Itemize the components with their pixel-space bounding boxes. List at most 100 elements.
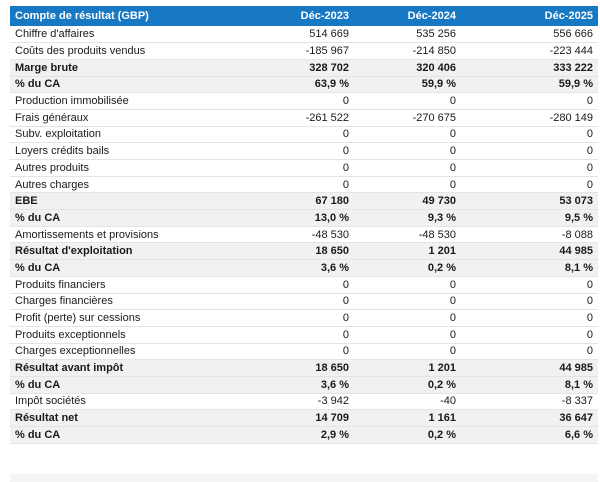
table-row: % du CA 2,9 % 0,2 % 6,6 %	[10, 426, 598, 444]
table-row: Chiffre d'affaires 514 669 535 256 556 6…	[10, 26, 598, 44]
row-value-dec-2023: -3 942	[246, 393, 354, 411]
row-value-dec-2024: 1 161	[354, 409, 461, 427]
row-label: Résultat d'exploitation	[10, 242, 246, 261]
page-bottom-strip	[10, 474, 598, 482]
row-value-dec-2023: 0	[246, 92, 354, 110]
row-value-dec-2023: 0	[246, 176, 354, 194]
row-value-dec-2023: 328 702	[246, 59, 354, 77]
table-row: Résultat avant impôt 18 650 1 201 44 985	[10, 359, 598, 377]
row-label: % du CA	[10, 426, 246, 444]
table-row: Amortissements et provisions -48 530 -48…	[10, 226, 598, 244]
row-label: Marge brute	[10, 59, 246, 77]
row-value-dec-2025: 8,1 %	[461, 376, 598, 394]
table-row: % du CA 13,0 % 9,3 % 9,5 %	[10, 209, 598, 227]
column-header-dec-2025: Déc-2025	[461, 6, 598, 26]
row-label: Produits financiers	[10, 276, 246, 294]
table-row: Autres charges 0 0 0	[10, 176, 598, 194]
row-value-dec-2025: 0	[461, 326, 598, 344]
row-value-dec-2024: 0	[354, 309, 461, 327]
row-value-dec-2023: 18 650	[246, 359, 354, 377]
row-value-dec-2023: 3,6 %	[246, 376, 354, 394]
table-row: Coûts des produits vendus -185 967 -214 …	[10, 42, 598, 60]
row-label: Coûts des produits vendus	[10, 42, 246, 60]
table-title: Compte de résultat (GBP)	[10, 6, 246, 26]
table-row: Résultat d'exploitation 18 650 1 201 44 …	[10, 242, 598, 261]
row-label: Autres produits	[10, 159, 246, 177]
row-value-dec-2023: 3,6 %	[246, 259, 354, 277]
row-value-dec-2025: 0	[461, 343, 598, 361]
row-value-dec-2025: 53 073	[461, 192, 598, 211]
table-row: Charges exceptionnelles 0 0 0	[10, 343, 598, 361]
row-value-dec-2024: 0,2 %	[354, 259, 461, 277]
row-value-dec-2025: 0	[461, 159, 598, 177]
row-value-dec-2024: 535 256	[354, 26, 461, 44]
row-value-dec-2024: 0	[354, 276, 461, 294]
row-label: Impôt sociétés	[10, 393, 246, 411]
row-value-dec-2024: 0	[354, 92, 461, 110]
row-value-dec-2025: 0	[461, 92, 598, 110]
row-value-dec-2024: 9,3 %	[354, 209, 461, 227]
table-row: % du CA 3,6 % 0,2 % 8,1 %	[10, 259, 598, 277]
row-value-dec-2024: -48 530	[354, 226, 461, 244]
row-value-dec-2023: 0	[246, 343, 354, 361]
row-value-dec-2023: 2,9 %	[246, 426, 354, 444]
row-label: Produits exceptionnels	[10, 326, 246, 344]
row-value-dec-2024: 0,2 %	[354, 376, 461, 394]
row-value-dec-2023: 13,0 %	[246, 209, 354, 227]
row-label: Amortissements et provisions	[10, 226, 246, 244]
row-value-dec-2024: 1 201	[354, 359, 461, 377]
income-statement-sheet: Compte de résultat (GBP) Déc-2023 Déc-20…	[10, 6, 598, 444]
table-row: % du CA 63,9 % 59,9 % 59,9 %	[10, 76, 598, 94]
row-value-dec-2023: 0	[246, 293, 354, 311]
row-value-dec-2023: 0	[246, 326, 354, 344]
row-value-dec-2024: -40	[354, 393, 461, 411]
row-value-dec-2023: 63,9 %	[246, 76, 354, 94]
row-value-dec-2025: 0	[461, 142, 598, 160]
row-value-dec-2024: -214 850	[354, 42, 461, 60]
row-value-dec-2025: 6,6 %	[461, 426, 598, 444]
row-label: % du CA	[10, 376, 246, 394]
row-value-dec-2025: 556 666	[461, 26, 598, 44]
row-label: Chiffre d'affaires	[10, 26, 246, 44]
row-label: % du CA	[10, 76, 246, 94]
row-value-dec-2025: 0	[461, 293, 598, 311]
row-value-dec-2023: -185 967	[246, 42, 354, 60]
table-row: % du CA 3,6 % 0,2 % 8,1 %	[10, 376, 598, 394]
row-value-dec-2023: 514 669	[246, 26, 354, 44]
row-label: Frais généraux	[10, 109, 246, 127]
row-label: Autres charges	[10, 176, 246, 194]
row-value-dec-2025: 44 985	[461, 359, 598, 377]
row-value-dec-2024: 0	[354, 293, 461, 311]
row-value-dec-2025: 8,1 %	[461, 259, 598, 277]
table-header-row: Compte de résultat (GBP) Déc-2023 Déc-20…	[10, 6, 598, 26]
row-label: % du CA	[10, 259, 246, 277]
row-value-dec-2023: 0	[246, 142, 354, 160]
row-value-dec-2024: 320 406	[354, 59, 461, 77]
table-row: Loyers crédits bails 0 0 0	[10, 142, 598, 160]
table-row: Frais généraux -261 522 -270 675 -280 14…	[10, 109, 598, 127]
row-label: Résultat net	[10, 409, 246, 427]
row-label: Résultat avant impôt	[10, 359, 246, 377]
row-value-dec-2025: -8 337	[461, 393, 598, 411]
row-value-dec-2025: 44 985	[461, 242, 598, 261]
row-value-dec-2024: 0	[354, 126, 461, 144]
row-label: Charges exceptionnelles	[10, 343, 246, 361]
row-value-dec-2025: 0	[461, 276, 598, 294]
table-row: Impôt sociétés -3 942 -40 -8 337	[10, 393, 598, 411]
row-value-dec-2024: -270 675	[354, 109, 461, 127]
row-value-dec-2023: 14 709	[246, 409, 354, 427]
row-value-dec-2023: 0	[246, 309, 354, 327]
row-value-dec-2024: 0,2 %	[354, 426, 461, 444]
row-value-dec-2025: 36 647	[461, 409, 598, 427]
row-value-dec-2025: 333 222	[461, 59, 598, 77]
table-row: Marge brute 328 702 320 406 333 222	[10, 59, 598, 77]
row-label: Subv. exploitation	[10, 126, 246, 144]
table-body: Chiffre d'affaires 514 669 535 256 556 6…	[10, 26, 598, 444]
row-value-dec-2024: 0	[354, 343, 461, 361]
column-header-dec-2023: Déc-2023	[246, 6, 354, 26]
row-value-dec-2024: 0	[354, 176, 461, 194]
row-value-dec-2025: -280 149	[461, 109, 598, 127]
column-header-dec-2024: Déc-2024	[354, 6, 461, 26]
row-value-dec-2024: 1 201	[354, 242, 461, 261]
